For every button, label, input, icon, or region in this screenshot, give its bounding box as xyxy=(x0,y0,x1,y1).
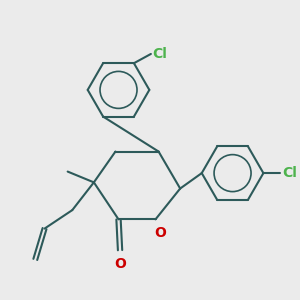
Text: O: O xyxy=(154,226,166,240)
Text: Cl: Cl xyxy=(152,47,167,61)
Text: Cl: Cl xyxy=(282,166,297,180)
Text: O: O xyxy=(114,257,126,271)
